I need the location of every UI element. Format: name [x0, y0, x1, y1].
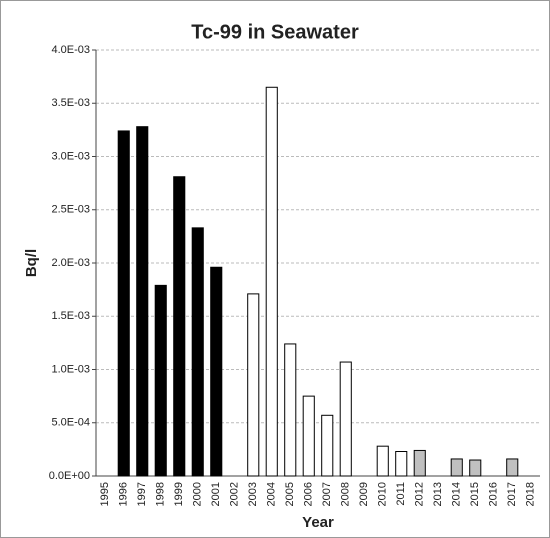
- x-tick-label: 1997: [136, 482, 148, 506]
- x-tick-label: 2013: [432, 482, 444, 506]
- bar: [506, 458, 519, 477]
- bar: [413, 449, 426, 477]
- chart-title: Tc-99 in Seawater: [191, 21, 359, 43]
- bar: [265, 86, 278, 477]
- bar: [191, 227, 204, 477]
- x-tick-label: 2009: [358, 482, 370, 506]
- x-tick-label: 2006: [303, 482, 315, 506]
- bar: [154, 284, 167, 477]
- y-tick-label: 3.5E-03: [51, 97, 90, 109]
- y-tick-label: 3.0E-03: [51, 150, 90, 162]
- x-tick-label: 2000: [192, 482, 204, 506]
- y-tick-label: 4.0E-03: [51, 44, 90, 56]
- x-tick-label: 2004: [266, 482, 278, 506]
- bar: [395, 451, 408, 477]
- x-tick-label: 1995: [99, 482, 111, 506]
- x-tick-label: 2012: [414, 482, 426, 506]
- bar: [173, 176, 186, 477]
- bar: [136, 126, 149, 477]
- x-tick-label: 2017: [506, 482, 518, 506]
- x-tick-label: 2005: [284, 482, 296, 506]
- x-tick-label: 2014: [451, 482, 463, 506]
- x-tick-label: 1999: [173, 482, 185, 506]
- bar: [376, 445, 389, 477]
- bar: [321, 414, 334, 477]
- x-tick-label: 2008: [340, 482, 352, 506]
- bar: [247, 293, 260, 477]
- y-axis-label: Bq/l: [23, 249, 40, 277]
- x-tick-label: 2011: [395, 482, 407, 506]
- x-tick-label: 2015: [469, 482, 481, 506]
- bar: [302, 395, 315, 477]
- x-tick-label: 2016: [488, 482, 500, 506]
- bar: [210, 266, 223, 477]
- y-tick-label: 5.0E-04: [51, 417, 90, 429]
- y-tick-label: 1.5E-03: [51, 310, 90, 322]
- x-tick-label: 2001: [210, 482, 222, 506]
- bar: [339, 361, 352, 477]
- x-tick-label: 2003: [247, 482, 259, 506]
- bar: [450, 458, 463, 477]
- x-tick-label: 1996: [118, 482, 130, 506]
- y-tick-label: 2.0E-03: [51, 257, 90, 269]
- x-tick-label: 2010: [377, 482, 389, 506]
- bar: [284, 343, 297, 477]
- x-tick-label: 2007: [321, 482, 333, 506]
- x-axis-label: Year: [302, 514, 334, 531]
- x-tick-label: 2018: [525, 482, 537, 506]
- x-tick-label: 2002: [229, 482, 241, 506]
- y-tick-label: 2.5E-03: [51, 204, 90, 216]
- bar: [469, 459, 482, 477]
- y-tick-label: 0.0E+00: [49, 470, 90, 482]
- y-tick-label: 1.0E-03: [51, 363, 90, 375]
- bar: [117, 130, 130, 477]
- x-tick-label: 1998: [155, 482, 167, 506]
